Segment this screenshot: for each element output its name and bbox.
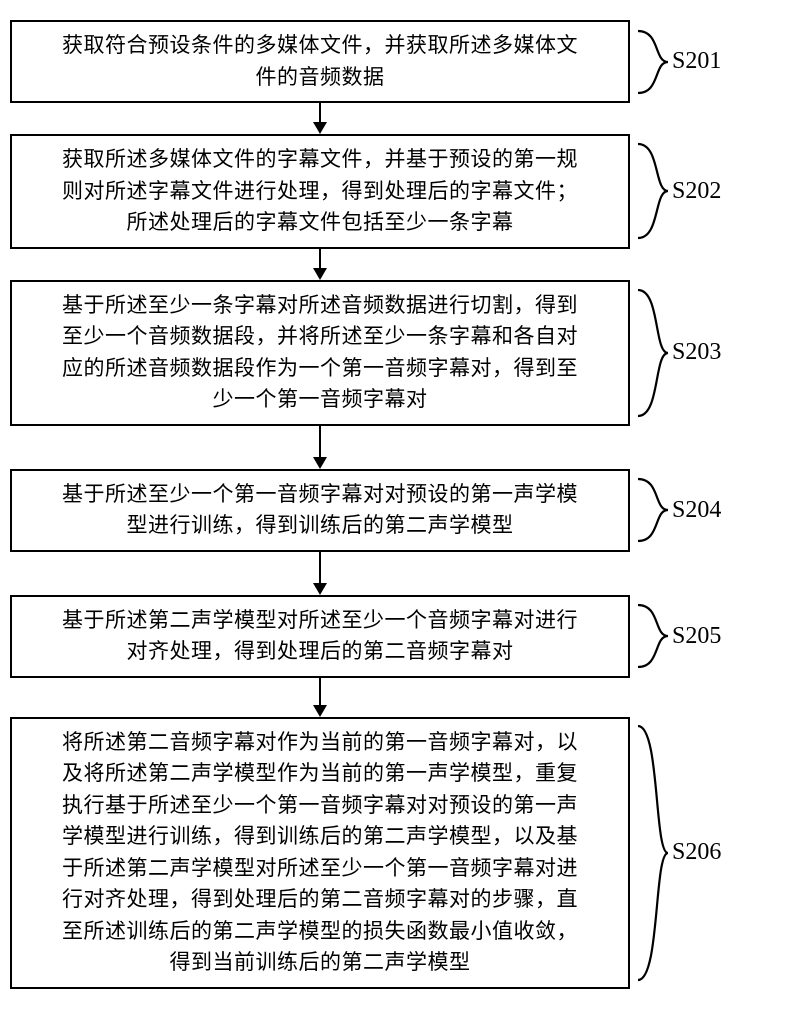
flow-step-box: 基于所述至少一条字幕对所述音频数据进行切割，得到至少一个音频数据段，并将所述至少… bbox=[10, 280, 630, 426]
flow-step-box: 将所述第二音频字幕对作为当前的第一音频字幕对，以及将所述第二声学模型作为当前的第… bbox=[10, 717, 630, 989]
step-label-wrap: S201 bbox=[634, 29, 721, 95]
flow-step-row: 基于所述至少一个第一音频字幕对对预设的第一声学模型进行训练，得到训练后的第二声学… bbox=[10, 469, 775, 552]
step-label: S201 bbox=[672, 48, 721, 75]
flow-step-row: 将所述第二音频字幕对作为当前的第一音频字幕对，以及将所述第二声学模型作为当前的第… bbox=[10, 717, 775, 989]
flow-step-box: 获取所述多媒体文件的字幕文件，并基于预设的第一规则对所述字幕文件进行处理，得到处… bbox=[10, 134, 630, 249]
flow-step-row: 获取符合预设条件的多媒体文件，并获取所述多媒体文件的音频数据 S201 bbox=[10, 20, 775, 103]
step-label-wrap: S203 bbox=[634, 288, 721, 418]
step-label: S204 bbox=[672, 497, 721, 524]
flowchart-container: 获取符合预设条件的多媒体文件，并获取所述多媒体文件的音频数据 S201 获取所述多媒… bbox=[10, 20, 775, 989]
flow-arrow bbox=[10, 678, 630, 717]
flow-step-row: 获取所述多媒体文件的字幕文件，并基于预设的第一规则对所述字幕文件进行处理，得到处… bbox=[10, 134, 775, 249]
flow-arrow bbox=[10, 552, 630, 595]
flow-arrow bbox=[10, 426, 630, 469]
flow-step-box: 基于所述至少一个第一音频字幕对对预设的第一声学模型进行训练，得到训练后的第二声学… bbox=[10, 469, 630, 552]
flow-arrow bbox=[10, 249, 630, 280]
flow-step-row: 基于所述至少一条字幕对所述音频数据进行切割，得到至少一个音频数据段，并将所述至少… bbox=[10, 280, 775, 426]
step-label: S203 bbox=[672, 339, 721, 366]
step-label-wrap: S205 bbox=[634, 603, 721, 669]
step-label-wrap: S202 bbox=[634, 142, 721, 240]
flow-arrow bbox=[10, 103, 630, 134]
flow-step-row: 基于所述第二声学模型对所述至少一个音频字幕对进行对齐处理，得到处理后的第二音频字… bbox=[10, 595, 775, 678]
step-label: S206 bbox=[672, 839, 721, 866]
flow-step-box: 获取符合预设条件的多媒体文件，并获取所述多媒体文件的音频数据 bbox=[10, 20, 630, 103]
step-label: S202 bbox=[672, 178, 721, 205]
flow-step-box: 基于所述第二声学模型对所述至少一个音频字幕对进行对齐处理，得到处理后的第二音频字… bbox=[10, 595, 630, 678]
step-label: S205 bbox=[672, 623, 721, 650]
step-label-wrap: S206 bbox=[634, 724, 721, 982]
step-label-wrap: S204 bbox=[634, 477, 721, 543]
